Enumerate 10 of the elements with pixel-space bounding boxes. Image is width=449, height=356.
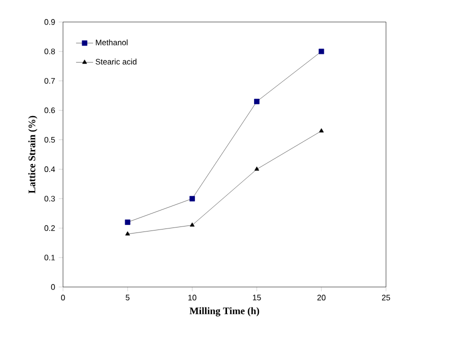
point [318, 48, 324, 54]
point [254, 166, 260, 171]
point [319, 128, 324, 132]
point [125, 231, 130, 236]
point [254, 98, 260, 104]
point [190, 222, 195, 227]
point [124, 220, 130, 225]
point [190, 196, 195, 202]
x-axis-title: Milling Time (h) [190, 307, 260, 316]
y-axis-title: Lattice Strain (%) [28, 116, 38, 194]
